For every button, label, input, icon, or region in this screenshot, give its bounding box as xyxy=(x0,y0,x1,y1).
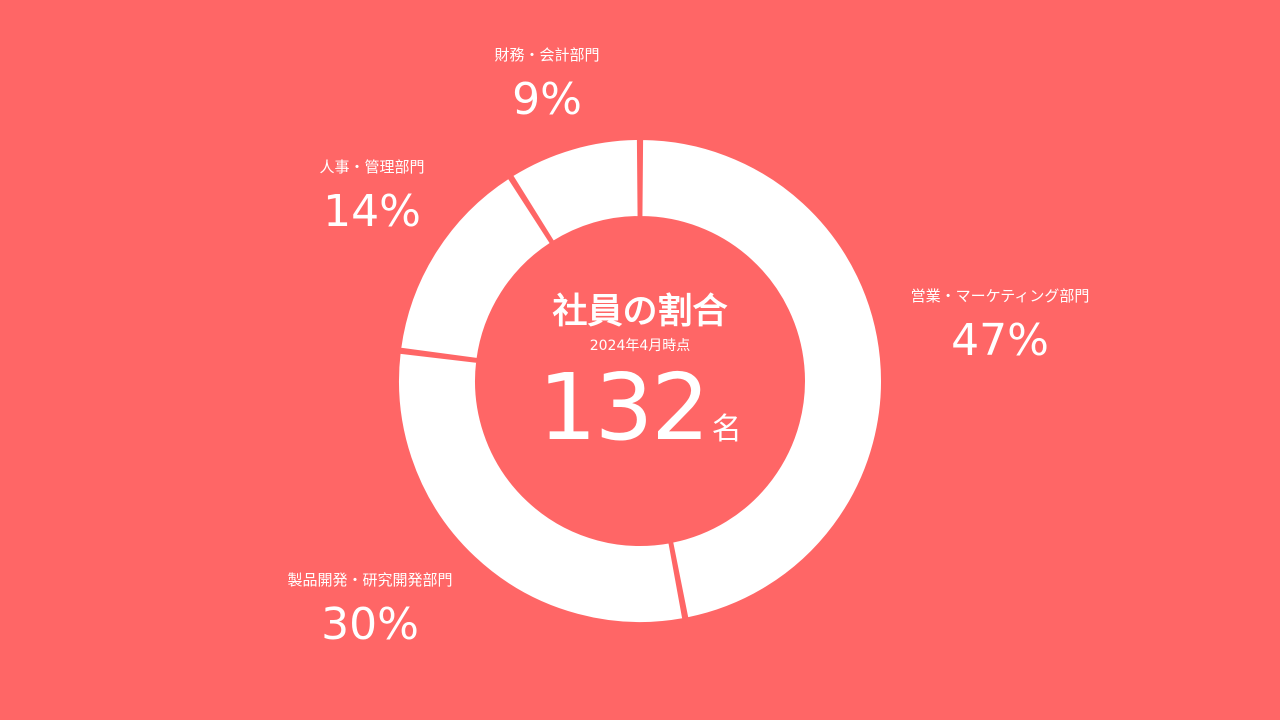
category-name-finance: 財務・会計部門 xyxy=(494,46,600,64)
slice-label-hr: 人事・管理部門 14% xyxy=(319,157,424,239)
value-label-product-dev: 30% xyxy=(321,599,419,650)
category-name-sales: 営業・マーケティング部門 xyxy=(910,287,1090,305)
value-label-finance: 9% xyxy=(512,74,582,125)
slice-sales xyxy=(640,137,883,620)
slice-finance xyxy=(510,138,640,244)
total-value: 132 xyxy=(538,354,710,461)
value-label-sales: 47% xyxy=(951,315,1049,366)
category-name-hr: 人事・管理部門 xyxy=(319,158,425,176)
total-unit: 名 xyxy=(711,412,742,447)
center-summary: 社員の割合 2024年4月時点 132 名 xyxy=(538,290,742,482)
total-count: 132 名 xyxy=(538,360,742,482)
chart-title: 社員の割合 xyxy=(552,292,728,332)
chart-subtitle: 2024年4月時点 xyxy=(589,338,691,354)
slice-label-sales: 営業・マーケティング部門 47% xyxy=(911,286,1090,368)
value-label-hr: 14% xyxy=(323,186,421,237)
slice-label-product-dev: 製品開発・研究開発部門 30% xyxy=(287,570,452,652)
category-name-product-dev: 製品開発・研究開発部門 xyxy=(287,571,453,589)
slice-hr xyxy=(399,176,553,361)
slice-label-finance: 財務・会計部門 9% xyxy=(494,45,599,127)
slice-product-dev xyxy=(397,351,685,624)
